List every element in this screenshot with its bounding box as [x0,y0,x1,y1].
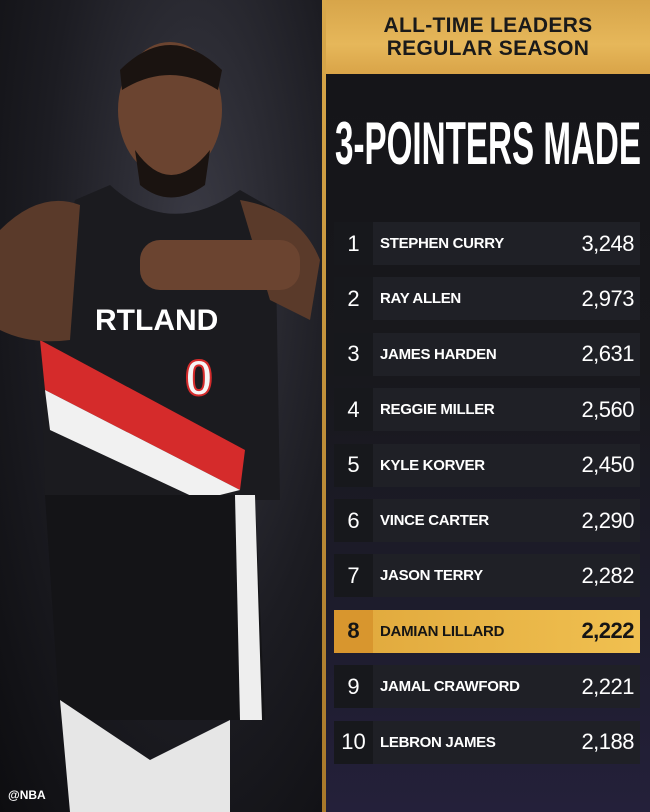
player-name: LEBRON JAMES [380,733,496,751]
rank-cell: 2 [334,277,373,321]
stat-title-text: 3-POINTERS MADE [335,110,641,177]
rank: 1 [347,230,360,256]
player-name-cell: DAMIAN LILLARD [373,623,560,640]
rank: 7 [347,562,360,588]
nba-watermark: @NBA [8,788,46,802]
value-cell: 2,282 [560,563,640,589]
stat-title: 3-POINTERS MADE [326,108,650,178]
rank-cell: 3 [334,332,373,376]
player-name: JAMAL CRAWFORD [380,678,520,696]
value-cell: 2,631 [560,341,640,367]
player-name: VINCE CARTER [380,512,489,529]
player-name-cell: JAMES HARDEN [373,346,560,363]
three-pointers-value: 2,188 [581,729,634,755]
player-name: STEPHEN CURRY [380,235,504,252]
player-name: RAY ALLEN [380,290,461,308]
leaders-panel: ALL-TIME LEADERS REGULAR SEASON 3-POINTE… [326,0,650,812]
rank: 5 [347,452,360,478]
player-name-cell: KYLE KORVER [373,457,560,474]
value-cell: 2,973 [560,286,640,312]
leader-row: 9 JAMAL CRAWFORD 2,221 [334,665,640,709]
player-name-cell: STEPHEN CURRY [373,235,560,252]
rank-cell: 5 [334,443,373,487]
header-line-2: REGULAR SEASON [386,37,590,60]
three-pointers-value: 2,222 [581,618,634,644]
leader-row: 5 KYLE KORVER 2,450 [334,443,640,487]
player-name-cell: VINCE CARTER [373,512,560,529]
player-name: KYLE KORVER [380,456,485,474]
player-name: JASON TERRY [380,567,483,585]
value-cell: 2,290 [560,508,640,534]
rank: 2 [347,285,360,311]
rank: 10 [341,729,366,755]
rank-cell: 7 [334,554,373,598]
leader-row: 3 JAMES HARDEN 2,631 [334,332,640,376]
leader-row: 7 JASON TERRY 2,282 [334,554,640,598]
player-name-cell: JAMAL CRAWFORD [373,678,560,695]
player-name: DAMIAN LILLARD [380,622,505,640]
player-name-cell: JASON TERRY [373,567,560,584]
header-line-1: ALL-TIME LEADERS [383,14,593,37]
three-pointers-value: 3,248 [581,230,634,256]
rank-cell: 10 [334,720,373,764]
three-pointers-value: 2,560 [581,396,634,422]
leader-row: 1 STEPHEN CURRY 3,248 [334,222,640,265]
jersey-text: RTLAND [95,304,218,337]
value-cell: 3,248 [560,231,640,257]
value-cell: 2,450 [560,452,640,478]
three-pointers-value: 2,290 [581,507,634,533]
leader-row: 10 LEBRON JAMES 2,188 [334,720,640,764]
rank-cell: 6 [334,499,373,542]
player-name-cell: RAY ALLEN [373,290,560,307]
gold-divider [322,0,326,812]
three-pointers-value: 2,282 [581,562,634,588]
player-name: REGGIE MILLER [380,401,495,419]
three-pointers-value: 2,450 [581,452,634,478]
leader-row: 4 REGGIE MILLER 2,560 [334,388,640,432]
jersey-number: 0 [185,350,213,406]
leader-row: 8 DAMIAN LILLARD 2,222 [334,609,640,653]
three-pointers-value: 2,973 [581,285,634,311]
rank: 6 [347,507,360,533]
rank: 8 [347,618,360,644]
player-name-cell: LEBRON JAMES [373,734,560,751]
value-cell: 2,222 [560,618,640,644]
three-pointers-value: 2,221 [581,673,634,699]
player-name-cell: REGGIE MILLER [373,401,560,418]
leader-row: 2 RAY ALLEN 2,973 [334,277,640,321]
three-pointers-value: 2,631 [581,341,634,367]
rank-cell: 4 [334,388,373,432]
rank-cell: 8 [334,609,373,653]
value-cell: 2,221 [560,674,640,700]
header-banner: ALL-TIME LEADERS REGULAR SEASON [326,0,650,74]
leader-row: 6 VINCE CARTER 2,290 [334,499,640,542]
rank: 9 [347,673,360,699]
player-name: JAMES HARDEN [380,345,497,363]
rank: 3 [347,341,360,367]
rank: 4 [347,396,360,422]
value-cell: 2,188 [560,729,640,755]
rank-cell: 9 [334,665,373,709]
player-illustration: RTLAND 0 [0,42,320,812]
player-photo: RTLAND 0 @NBA [0,0,322,812]
value-cell: 2,560 [560,397,640,423]
rank-cell: 1 [334,222,373,265]
